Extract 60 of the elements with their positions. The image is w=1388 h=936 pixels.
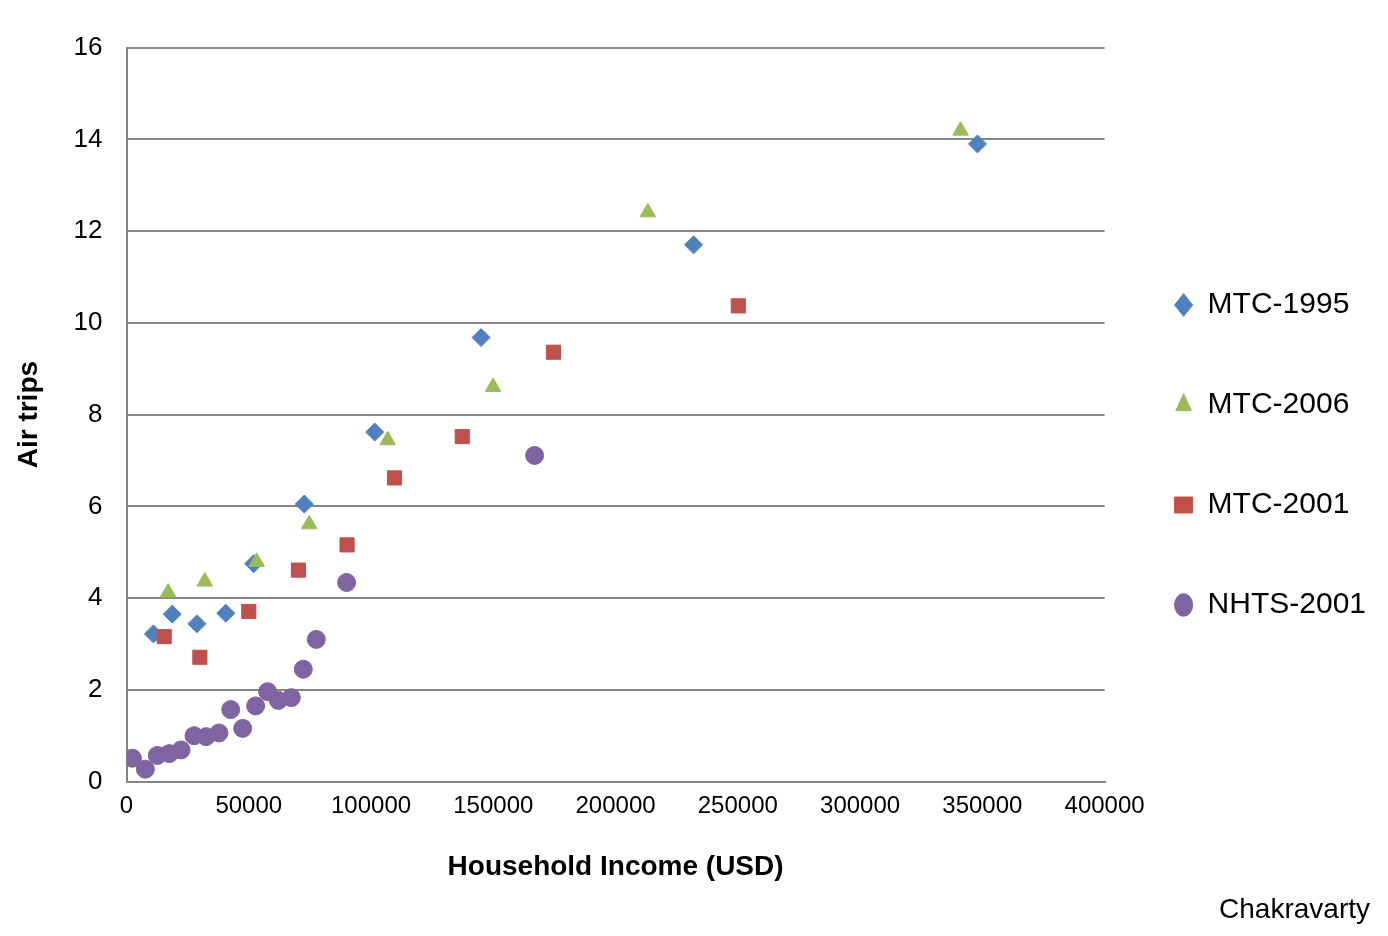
point <box>967 134 987 154</box>
y-tick-label: 16 <box>73 30 103 61</box>
x-tick-label: 250000 <box>697 790 778 818</box>
legend-label: MTC-2006 <box>1207 386 1350 420</box>
x-tick-label: 0 <box>119 790 134 818</box>
point <box>233 718 253 738</box>
legend-label: MTC-1995 <box>1207 286 1350 320</box>
y-tick-label: 4 <box>88 581 103 612</box>
point <box>684 235 704 255</box>
point <box>379 430 396 446</box>
point <box>639 202 657 218</box>
point <box>241 603 257 619</box>
point <box>337 573 357 592</box>
point <box>730 298 746 314</box>
point <box>386 470 403 486</box>
x-tick-label: 50000 <box>215 790 283 818</box>
y-tick-label: 8 <box>88 397 103 428</box>
y-tick-label: 2 <box>88 673 103 704</box>
x-tick-label: 300000 <box>820 790 901 818</box>
point <box>290 562 306 578</box>
legend-label: NHTS-2001 <box>1207 586 1367 620</box>
point <box>171 740 191 760</box>
point <box>135 759 155 779</box>
point <box>294 494 314 514</box>
y-tick-label: 0 <box>88 764 103 795</box>
point <box>192 649 208 665</box>
y-tick-label: 10 <box>73 306 103 337</box>
point <box>300 514 318 530</box>
x-tick-label: 350000 <box>942 790 1023 818</box>
x-tick-label: 150000 <box>453 790 534 818</box>
point <box>156 629 172 645</box>
y-axis-title: Air trips <box>11 360 43 469</box>
text: Chakravarty <box>1219 892 1370 924</box>
x-tick-label: 400000 <box>1064 790 1145 818</box>
y-tick-label: 6 <box>88 489 103 520</box>
point <box>545 344 562 360</box>
legend-label: MTC-2001 <box>1207 486 1350 520</box>
x-tick-label: 100000 <box>330 790 412 818</box>
point <box>365 422 385 442</box>
x-tick-label: 200000 <box>575 790 656 818</box>
point <box>952 121 969 136</box>
point <box>484 377 502 393</box>
point <box>293 659 313 679</box>
point <box>246 696 266 716</box>
point <box>339 537 355 553</box>
point <box>196 572 214 587</box>
y-tick-label: 14 <box>73 122 103 153</box>
y-tick-label: 12 <box>73 214 103 245</box>
x-axis-title: Household Income (USD) <box>447 849 784 881</box>
point <box>306 629 326 649</box>
point <box>187 614 207 634</box>
point <box>216 603 236 623</box>
point <box>221 700 241 720</box>
point <box>159 583 177 598</box>
point <box>525 445 545 465</box>
point <box>454 429 470 445</box>
point <box>281 688 301 708</box>
point <box>209 723 229 743</box>
point <box>471 328 491 348</box>
point <box>162 604 182 624</box>
